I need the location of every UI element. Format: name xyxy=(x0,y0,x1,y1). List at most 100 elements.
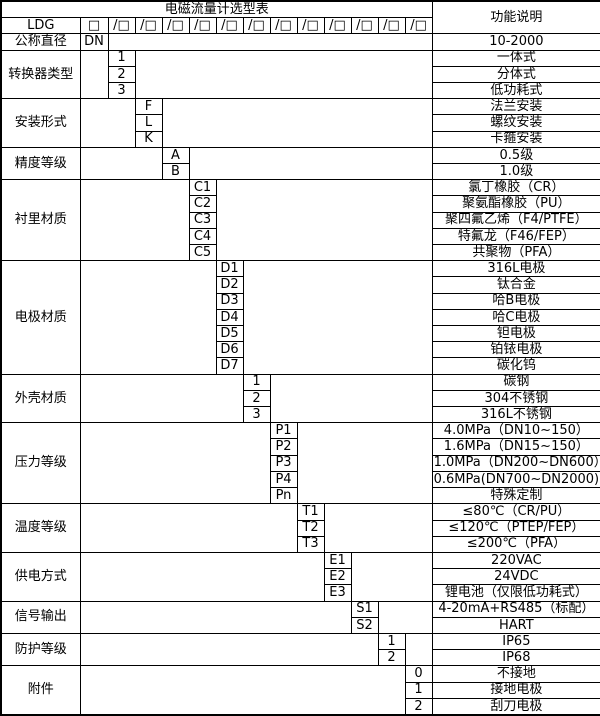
description-cell: 特氟龙（F46/FEP） xyxy=(431,227,600,246)
spacer-cell xyxy=(79,551,325,602)
description-cell: 4-20mA+RS485（标配） xyxy=(431,600,600,618)
spacer-cell xyxy=(377,600,433,634)
description-cell: 不接地 xyxy=(431,665,600,683)
code-cell: 2 xyxy=(242,389,271,408)
function-column-header: 功能说明 xyxy=(431,0,600,35)
code-cell: B xyxy=(161,163,190,181)
table-row: LDG □ /□ /□ /□ /□ /□ /□ /□ /□ /□ /□ /□ /… xyxy=(0,17,600,35)
code-cell: 1 xyxy=(377,632,406,651)
code-cell: P1 xyxy=(269,422,298,440)
description-cell: 卡箍安装 xyxy=(431,130,600,148)
spacer-cell xyxy=(79,600,352,634)
model-code-slot: /□ xyxy=(350,17,379,35)
table-row: 温度等级 T1 ≤80℃（CR/PU） xyxy=(0,503,600,553)
table-row: 1 接地电极 xyxy=(1,681,600,699)
model-code-slot: /□ xyxy=(107,17,136,35)
model-code-slot: /□ xyxy=(404,17,433,35)
description-cell: 螺纹安装 xyxy=(431,114,600,132)
code-cell: T1 xyxy=(296,503,325,521)
table-row: 转换器类型 1 一体式 xyxy=(0,49,600,100)
group-label-housing-material: 外壳材质 xyxy=(0,373,81,424)
model-prefix: LDG xyxy=(0,17,81,35)
spacer-cell xyxy=(107,33,433,51)
table-row: D6 铂铱电极 xyxy=(1,341,600,359)
table-row: B 1.0级 xyxy=(1,163,600,181)
description-cell: 碳钢 xyxy=(431,373,600,391)
table-row: 信号输出 S1 4-20mA+RS485（标配） xyxy=(0,600,600,634)
description-cell: 氯丁橡胶（CR） xyxy=(431,179,600,197)
table-row: D2 钛合金 xyxy=(1,276,600,294)
spacer-cell xyxy=(242,260,433,375)
code-cell: DN xyxy=(79,33,109,51)
group-label-installation-type: 安装形式 xyxy=(0,98,81,148)
spacer-cell xyxy=(79,260,217,375)
code-cell: D7 xyxy=(215,357,244,375)
code-cell: C2 xyxy=(188,195,217,213)
description-cell: 316L电极 xyxy=(431,260,600,278)
description-cell: 10-2000 xyxy=(431,33,600,51)
description-cell: 4.0MPa（DN10~150） xyxy=(431,422,600,440)
description-cell: 钛合金 xyxy=(431,276,600,294)
spacer-cell xyxy=(404,632,433,667)
code-cell: 2 xyxy=(404,697,433,716)
table-row: 精度等级 A 0.5级 xyxy=(0,146,600,181)
spacer-cell xyxy=(79,503,298,553)
group-label-liner-material: 衬里材质 xyxy=(0,179,81,262)
description-cell: 1.0MPa（DN200~DN600） xyxy=(431,454,600,472)
table-row: 防护等级 1 IP65 xyxy=(0,632,600,667)
spacer-cell xyxy=(296,422,433,505)
description-cell: 特殊定制 xyxy=(431,487,600,505)
description-cell: 316L不锈钢 xyxy=(431,406,600,424)
code-cell: P4 xyxy=(269,470,298,489)
spacer-cell xyxy=(79,665,406,716)
code-cell: 0 xyxy=(404,665,433,683)
code-cell: A xyxy=(161,146,190,165)
group-label-converter-type: 转换器类型 xyxy=(0,49,81,100)
description-cell: 锂电池（仅限低功耗式） xyxy=(431,584,600,602)
model-code-slot: /□ xyxy=(296,17,325,35)
description-cell: HART xyxy=(431,616,600,634)
description-cell: 聚四氟乙烯（F4/PTFE） xyxy=(431,211,600,229)
group-label-signal-output: 信号输出 xyxy=(0,600,81,634)
code-cell: L xyxy=(134,114,163,132)
code-cell: D2 xyxy=(215,276,244,294)
group-label-electrode-material: 电极材质 xyxy=(0,260,81,375)
table-row: 安装形式 F 法兰安装 xyxy=(0,98,600,148)
spacer-cell xyxy=(350,551,433,602)
table-row: 公称直径 DN 10-2000 xyxy=(0,33,600,51)
spacer-cell xyxy=(323,503,433,553)
table-row: L 螺纹安装 xyxy=(1,114,600,132)
code-cell: 2 xyxy=(377,649,406,667)
description-cell: 哈B电极 xyxy=(431,292,600,310)
group-label-accessories: 附件 xyxy=(0,665,81,716)
spacer-cell xyxy=(79,179,190,262)
model-code-slot: /□ xyxy=(215,17,244,35)
code-cell: P2 xyxy=(269,438,298,456)
description-cell: 一体式 xyxy=(431,49,600,67)
spacer-cell xyxy=(161,98,433,148)
table-row: P4 0.6MPa(DN700~DN2000) xyxy=(1,470,600,489)
table-row: T3 ≤200℃（PFA） xyxy=(1,535,600,553)
table-row: D4 哈C电极 xyxy=(1,308,600,327)
description-cell: 钽电极 xyxy=(431,325,600,343)
code-cell: D4 xyxy=(215,308,244,327)
description-cell: 0.6MPa(DN700~DN2000) xyxy=(431,470,600,489)
spacer-cell xyxy=(79,98,136,148)
code-cell: P3 xyxy=(269,454,298,472)
table-row: D5 钽电极 xyxy=(1,325,600,343)
description-cell: 1.6MPa（DN15~150） xyxy=(431,438,600,456)
description-cell: 分体式 xyxy=(431,65,600,84)
description-cell: 220VAC xyxy=(431,551,600,570)
code-cell: E1 xyxy=(323,551,352,570)
model-code-slot: /□ xyxy=(161,17,190,35)
model-code-slot: /□ xyxy=(377,17,406,35)
code-cell: D6 xyxy=(215,341,244,359)
code-cell: 1 xyxy=(107,49,136,67)
description-cell: 法兰安装 xyxy=(431,98,600,116)
description-cell: 铂铱电极 xyxy=(431,341,600,359)
spacer-cell xyxy=(79,49,109,100)
description-cell: IP65 xyxy=(431,632,600,651)
table-row: C3 聚四氟乙烯（F4/PTFE） xyxy=(1,211,600,229)
description-cell: ≤80℃（CR/PU） xyxy=(431,503,600,521)
code-cell: C5 xyxy=(188,244,217,262)
